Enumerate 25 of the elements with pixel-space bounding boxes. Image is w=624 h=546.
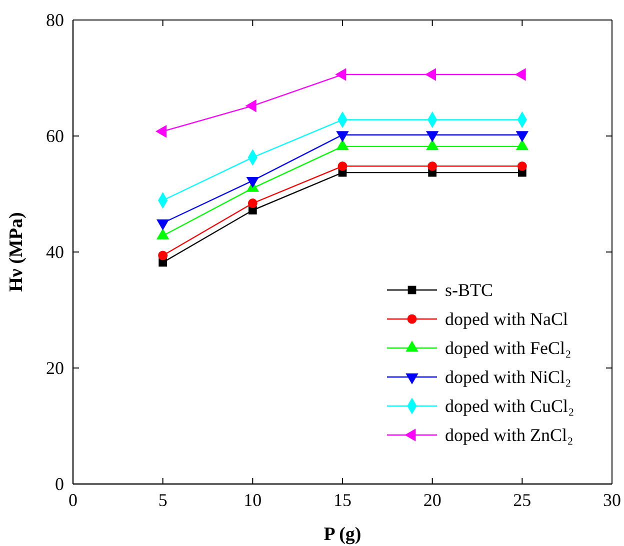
x-tick-label: 30 — [603, 490, 621, 510]
x-axis-title: P (g) — [324, 524, 362, 545]
y-tick-label: 80 — [46, 10, 64, 30]
point — [338, 161, 348, 171]
legend-label: doped with NiCl₂ — [445, 367, 572, 387]
x-tick-label: 20 — [423, 490, 442, 510]
x-tick-label: 15 — [334, 490, 352, 510]
legend-label: doped with FeCl₂ — [445, 338, 572, 358]
x-tick-label: 5 — [158, 490, 168, 510]
y-tick-label: 60 — [46, 126, 64, 146]
x-tick-label: 0 — [68, 490, 78, 510]
point — [158, 250, 168, 260]
x-tick-label: 10 — [244, 490, 262, 510]
y-tick-label: 40 — [46, 242, 64, 262]
y-tick-label: 0 — [55, 474, 64, 494]
point — [517, 161, 527, 171]
legend-label: doped with ZnCl₂ — [445, 425, 574, 445]
legend-label: s-BTC — [445, 280, 494, 300]
y-tick-label: 20 — [46, 358, 64, 378]
x-tick-label: 25 — [513, 490, 532, 510]
legend-label: doped with NaCl — [445, 309, 568, 329]
point — [428, 161, 438, 171]
legend-label: doped with CuCl₂ — [445, 396, 574, 416]
y-axis-title: Hν (MPa) — [6, 212, 27, 292]
point — [248, 198, 258, 208]
